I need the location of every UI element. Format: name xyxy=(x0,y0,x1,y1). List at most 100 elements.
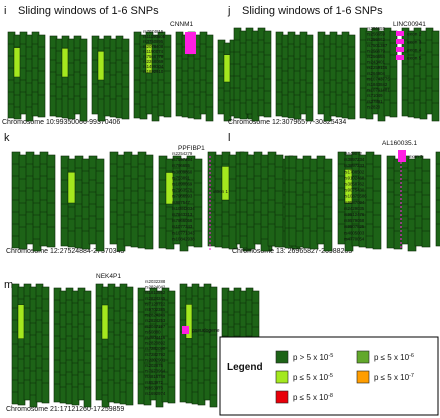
snp-label: rs4816748 xyxy=(145,374,166,379)
window-column xyxy=(41,286,50,404)
snp-label: rs10842034 xyxy=(172,206,195,211)
snp-label: rs4604416 xyxy=(145,335,166,340)
snp-label: rs7282090 xyxy=(145,346,166,351)
window-column xyxy=(263,30,272,118)
snp-label: rs2032288 xyxy=(145,279,166,284)
exon-label: exon 5 xyxy=(407,56,422,62)
snp-label: rs4605003 xyxy=(344,230,365,235)
snp-label: rs1890069 xyxy=(172,182,193,187)
snp-label: rs1708502 xyxy=(344,169,365,174)
snp-label: rs10771343 xyxy=(172,230,195,235)
snp-label: rs987547 xyxy=(172,200,191,205)
legend-label: p ≤ 5 x 10-6 xyxy=(374,353,414,362)
snp-label: rs7501387 xyxy=(367,43,388,48)
exon-annotations: exon 2 exon 3 exon 4 exon 5 xyxy=(396,31,422,62)
exon-label: exon 4 xyxy=(407,48,422,54)
legend-items: p > 5 x 10-5 p ≤ 5 x 10-6 p ≤ 5 x 10-5 p ≤ … xyxy=(275,350,414,404)
exon-marker xyxy=(396,39,404,44)
window-column xyxy=(125,286,134,406)
snp-label: rs1074377S xyxy=(367,76,390,81)
legend: Legend p > 5 x 10-5 p ≤ 5 x 10-6 p ≤ 5 x 1… xyxy=(219,336,439,416)
panel-l: l AL160035.1 Chromosome 13: 26965827-269… xyxy=(228,132,440,255)
panel-letter: l xyxy=(228,132,230,144)
snp-label: rs256679 xyxy=(367,48,386,53)
snp-label: rs1692974 xyxy=(145,391,166,396)
window-column xyxy=(435,151,440,247)
snp-label: rs243401 xyxy=(367,60,386,65)
pseudogene-label: pseudogene xyxy=(192,328,220,334)
window-columns xyxy=(7,31,256,122)
snp-label: rs10842938 xyxy=(172,236,195,241)
snp-label: rs3750895 xyxy=(143,39,164,44)
snp-label: rs853972 xyxy=(145,380,164,385)
window-column xyxy=(274,154,284,248)
exon-marker xyxy=(398,150,406,162)
snp-label: rs2078408 xyxy=(143,44,164,49)
snp-label: rs3858762 xyxy=(344,182,365,187)
snp-label: rs1843842 xyxy=(367,82,388,87)
window-columns xyxy=(233,27,440,122)
panel-m: m NEK4P1 Chromosome 21:17121260-17259859… xyxy=(4,273,260,413)
window-column xyxy=(421,158,431,248)
snp-label: rs2820892 xyxy=(145,341,166,346)
chromosome-label: Chromosome 21:17121260-17259859 xyxy=(6,406,124,413)
snp-label: rs1077343 xyxy=(172,224,193,229)
snp-label: rs9507825 xyxy=(344,224,365,229)
snp-label: rs256664 xyxy=(367,54,386,59)
panel-letter: k xyxy=(4,132,10,144)
panel-i: i Sliding windows of 1-6 SNPs CNNM1 Chro… xyxy=(2,5,256,126)
snp-label: rs796655 xyxy=(172,163,191,168)
exon-marker xyxy=(396,31,404,36)
window-column xyxy=(389,30,398,118)
snp-label: rs37891 xyxy=(367,99,383,104)
gene-name: NEK4P1 xyxy=(96,273,121,280)
exon-label: exon 2 xyxy=(407,32,422,38)
window-column xyxy=(193,158,203,248)
snp-label: rs9512476 xyxy=(344,212,365,217)
snp-label: rs1499304 xyxy=(143,64,164,69)
intron-label: intron 1 xyxy=(213,189,229,194)
snp-label: rs202875 xyxy=(145,363,164,368)
exon-label: exon 3 xyxy=(407,40,422,46)
legend-label: p ≤ 5 x 10-5 xyxy=(293,373,333,382)
panel-letter: j xyxy=(227,5,230,17)
snp-label: rs9075430 xyxy=(344,188,365,193)
chromosome-label: Chromosome 12:27524884-27570343 xyxy=(6,248,124,255)
snp-label: rs2820 xyxy=(367,104,381,109)
snp-label: rs9579058 xyxy=(344,218,365,223)
legend-label: p > 5 x 10-5 xyxy=(293,353,333,362)
panel-j: j Sliding windows of 1-6 SNPs LINC00941 … xyxy=(227,5,440,126)
legend-swatch xyxy=(275,390,289,404)
panel-title: Sliding windows of 1-6 SNPs xyxy=(242,5,383,17)
window-columns xyxy=(11,283,260,408)
legend-swatch xyxy=(356,370,370,384)
snp-label: rs1810562 xyxy=(145,290,166,295)
snp-label: rs9102468 xyxy=(344,175,365,180)
snp-label: rs4770054 xyxy=(344,236,365,241)
snp-list: rs649072rs3897234rs3897233rs1708502rs910… xyxy=(344,151,367,241)
snp-label: rs2202901 xyxy=(145,357,166,362)
panel-letter: i xyxy=(4,5,6,17)
window-column xyxy=(323,158,333,252)
chromosome-label: Chromosome 12:30796577-30825434 xyxy=(228,119,346,126)
window-column xyxy=(205,34,214,122)
exon-marker xyxy=(396,47,404,52)
legend-swatch xyxy=(356,350,370,364)
window-column xyxy=(167,290,176,404)
window-column xyxy=(79,38,88,122)
legend-swatch xyxy=(275,350,289,364)
snp-label: rs7568778 xyxy=(143,54,164,59)
snp-list: rs7074815rs11190605rs3750895rs2078408rs1… xyxy=(143,29,166,74)
snp-list: rs2254279rs7597294rs796655rs3809860rs753… xyxy=(172,151,195,241)
snp-label: rs649072 xyxy=(344,151,363,156)
snp-label: rs2824253 xyxy=(145,318,166,323)
snp-label: rs2824245 xyxy=(145,296,166,301)
panel-letter: m xyxy=(4,279,13,291)
snp-label: rs3897233 xyxy=(344,163,365,168)
window-column xyxy=(305,34,314,122)
snp-list: rs2032288rs2824042rs1810562rs2824245rs71… xyxy=(145,279,166,396)
snp-label: rs2824042 xyxy=(145,285,166,290)
window-column xyxy=(83,290,92,408)
snp-label: rs7843213 xyxy=(172,212,193,217)
snp-label: rs7120722 xyxy=(145,301,166,306)
